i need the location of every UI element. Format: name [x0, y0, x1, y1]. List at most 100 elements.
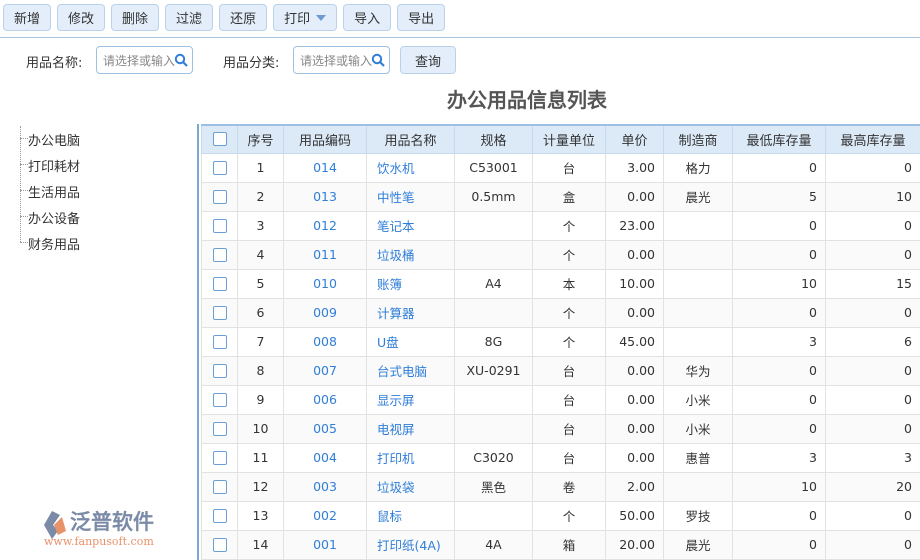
column-header[interactable]: 序号 [237, 124, 284, 154]
table-row[interactable]: 2 013 中性笔 0.5mm 盒 0.00 晨光 5 10 [201, 181, 920, 212]
table-cell[interactable]: 计算器 [366, 297, 455, 328]
column-header[interactable]: 用品名称 [366, 124, 455, 154]
table-row[interactable]: 5 010 账簿 A4 本 10.00 10 15 [201, 268, 920, 299]
row-checkbox[interactable] [201, 500, 238, 531]
tree-node[interactable]: 财务用品 [28, 238, 81, 253]
select-all-checkbox[interactable] [201, 124, 238, 154]
table-cell: 45.00 [605, 326, 664, 357]
table-row[interactable]: 6 009 计算器 个 0.00 0 0 [201, 297, 920, 328]
table-row[interactable]: 14 001 打印纸(4A) 4A 箱 20.00 晨光 0 0 [201, 529, 920, 560]
table-cell: 013 [283, 181, 367, 212]
table-cell: 0 [825, 529, 920, 560]
table-cell: 个 [532, 326, 606, 357]
row-checkbox[interactable] [201, 210, 238, 241]
column-header[interactable]: 最低库存量 [732, 124, 826, 154]
toolbar-button-1[interactable]: 修改 [57, 4, 106, 31]
table-cell [663, 239, 733, 270]
tree-node[interactable]: 办公电脑 [28, 134, 81, 149]
row-checkbox[interactable] [201, 442, 238, 473]
row-checkbox[interactable] [201, 413, 238, 444]
column-header[interactable]: 制造商 [663, 124, 733, 154]
table-cell [454, 297, 533, 328]
table-cell: 4A [454, 529, 533, 560]
table-cell[interactable]: U盘 [366, 326, 455, 357]
toolbar-button-6[interactable]: 导入 [343, 4, 392, 31]
table-cell[interactable]: 账簿 [366, 268, 455, 299]
table-cell: 个 [532, 210, 606, 241]
table-cell[interactable]: 台式电脑 [366, 355, 455, 386]
table-cell: 6 [237, 297, 284, 328]
table-cell[interactable]: 打印纸(4A) [366, 529, 455, 560]
table-cell[interactable]: 笔记本 [366, 210, 455, 241]
table-cell: 格力 [663, 152, 733, 183]
toolbar-button-4[interactable]: 还原 [219, 4, 268, 31]
name-input[interactable]: 请选择或输入 [96, 46, 193, 74]
table-cell: 23.00 [605, 210, 664, 241]
column-header[interactable]: 最高库存量 [825, 124, 920, 154]
button-label: 还原 [230, 12, 257, 27]
table-cell: 台 [532, 442, 606, 473]
tree-node[interactable]: 打印耗材 [28, 160, 81, 175]
table-cell [454, 500, 533, 531]
table-cell[interactable]: 显示屏 [366, 384, 455, 415]
column-header[interactable]: 用品编码 [283, 124, 367, 154]
table-row[interactable]: 1 014 饮水机 C53001 台 3.00 格力 0 0 [201, 152, 920, 183]
table-row[interactable]: 13 002 鼠标个 50.00 罗技 0 0 [201, 500, 920, 531]
table-cell: 009 [283, 297, 367, 328]
tree-connector [20, 190, 28, 191]
table-row[interactable]: 9 006 显示屏台 0.00 小米 0 0 [201, 384, 920, 415]
query-button[interactable]: 查询 [400, 46, 456, 74]
table-row[interactable]: 7 008 U盘 8G 个 45.00 3 6 [201, 326, 920, 357]
table-cell[interactable]: 中性笔 [366, 181, 455, 212]
table-cell: 014 [283, 152, 367, 183]
tree-node[interactable]: 办公设备 [28, 212, 81, 227]
table-cell[interactable]: 垃圾桶 [366, 239, 455, 270]
toolbar-button-3[interactable]: 过滤 [165, 4, 214, 31]
tree-node[interactable]: 生活用品 [28, 186, 81, 201]
row-checkbox[interactable] [201, 471, 238, 502]
table-cell[interactable]: 打印机 [366, 442, 455, 473]
table-cell: C3020 [454, 442, 533, 473]
row-checkbox[interactable] [201, 529, 238, 560]
table-row[interactable]: 3 012 笔记本 个 23.00 0 0 [201, 210, 920, 241]
row-checkbox[interactable] [201, 297, 238, 328]
search-icon[interactable] [371, 53, 385, 67]
search-icon[interactable] [174, 53, 188, 67]
table-cell[interactable]: 电视屏 [366, 413, 455, 444]
table-cell[interactable]: 鼠标 [366, 500, 455, 531]
toolbar-button-5[interactable]: 打印 [273, 4, 338, 31]
row-checkbox[interactable] [201, 268, 238, 299]
row-checkbox[interactable] [201, 181, 238, 212]
table-cell: 0 [732, 413, 826, 444]
table-cell: 3 [237, 210, 284, 241]
table-cell: 10 [732, 268, 826, 299]
column-header[interactable]: 规格 [454, 124, 533, 154]
row-checkbox[interactable] [201, 326, 238, 357]
table-cell: 晨光 [663, 529, 733, 560]
table-row[interactable]: 12 003 垃圾袋 黑色卷 2.00 10 20 [201, 471, 920, 502]
table-cell: A4 [454, 268, 533, 299]
table-cell[interactable]: 饮水机 [366, 152, 455, 183]
table-row[interactable]: 8 007 台式电脑 XU-0291 台 0.00 华为 0 0 [201, 355, 920, 386]
table-row[interactable]: 10 005 电视屏台 0.00 小米 0 0 [201, 413, 920, 444]
table-row[interactable]: 4 011 垃圾桶 个 0.00 0 0 [201, 239, 920, 270]
tree-connector [20, 138, 28, 139]
row-checkbox[interactable] [201, 384, 238, 415]
column-header[interactable]: 计量单位 [532, 124, 606, 154]
table-cell: 4 [237, 239, 284, 270]
table-cell[interactable]: 垃圾袋 [366, 471, 455, 502]
row-checkbox[interactable] [201, 239, 238, 270]
category-input[interactable]: 请选择或输入 [293, 46, 390, 74]
toolbar-button-2[interactable]: 删除 [111, 4, 160, 31]
table-cell: 10 [237, 413, 284, 444]
toolbar-button-0[interactable]: 新增 [3, 4, 52, 31]
toolbar-button-7[interactable]: 导出 [397, 4, 446, 31]
table-row[interactable]: 11 004 打印机 C3020 台 0.00 惠普 3 3 [201, 442, 920, 473]
table-cell: 005 [283, 413, 367, 444]
row-checkbox[interactable] [201, 152, 238, 183]
table-cell [663, 210, 733, 241]
button-label: 导入 [354, 12, 381, 27]
search-bar: 用品名称: 请选择或输入 用品分类: 请选择或输入 查询 [0, 46, 920, 74]
row-checkbox[interactable] [201, 355, 238, 386]
column-header[interactable]: 单价 [605, 124, 664, 154]
